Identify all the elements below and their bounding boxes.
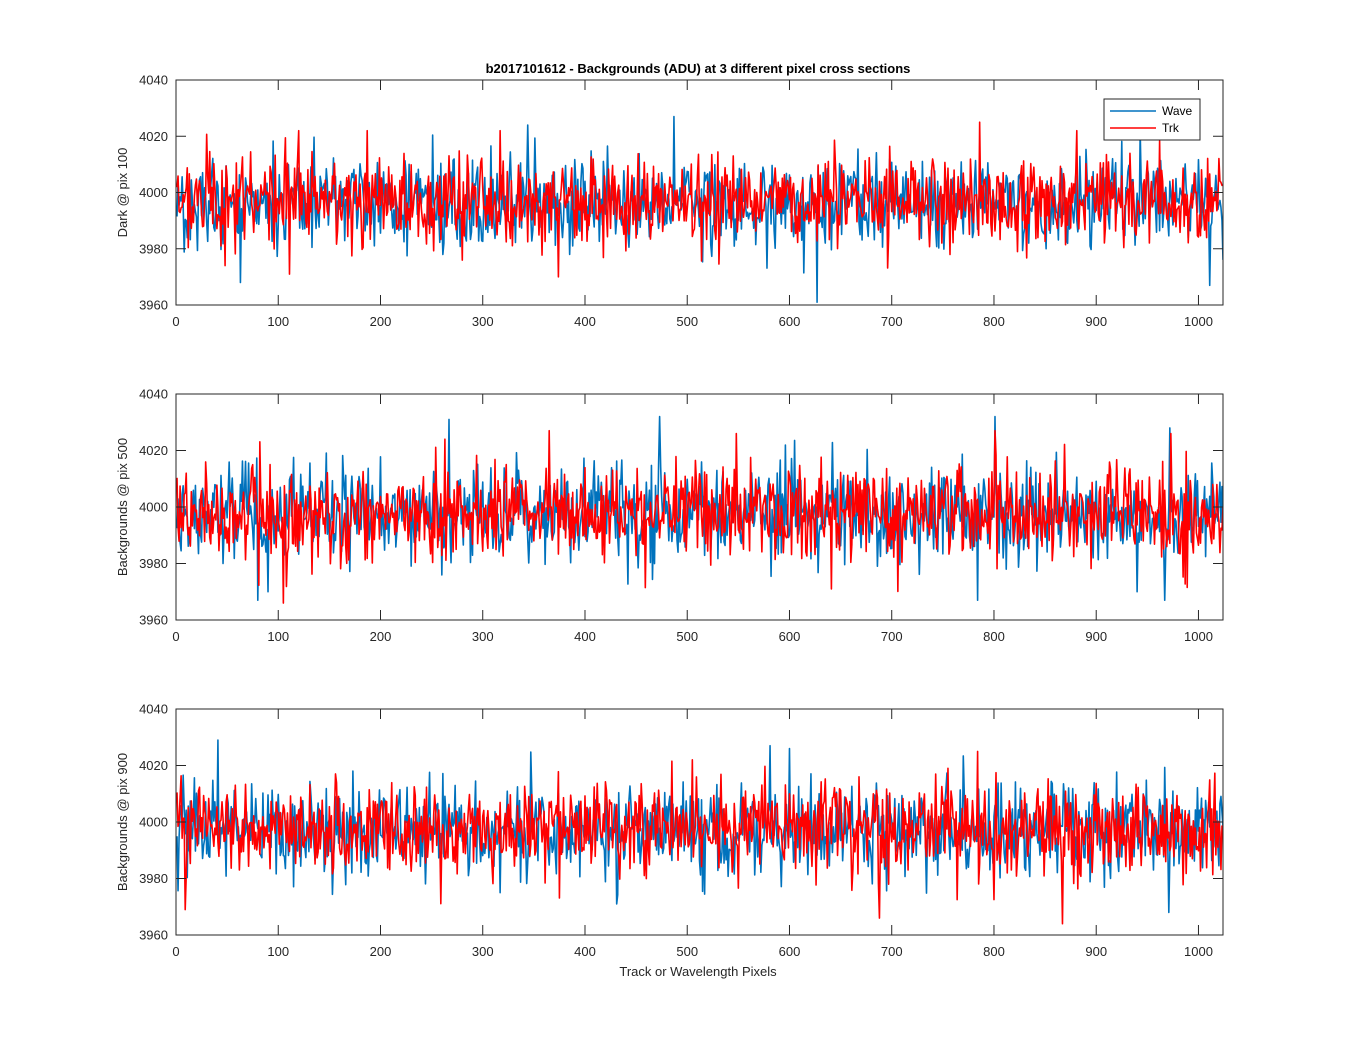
series-line-wave [176, 415, 1223, 602]
series-line-trk [176, 750, 1223, 925]
y-tick-label: 3980 [139, 871, 168, 886]
subplot-1: 0 100 200 300 400 500 600 700 800 900 1000 3960 3980… [115, 73, 1224, 329]
x-tick-label: 500 [676, 314, 698, 329]
x-tick-label: 500 [676, 629, 698, 644]
y-tick-label: 4000 [139, 185, 168, 200]
y-tick-label: 4020 [139, 443, 168, 458]
y-tick-label: 4020 [139, 129, 168, 144]
y-tick-label: 4000 [139, 500, 168, 515]
legend-label-trk: Trk [1162, 121, 1180, 135]
x-tick-label: 600 [779, 314, 801, 329]
series-group [176, 739, 1223, 925]
x-tick-label: 0 [172, 944, 179, 959]
x-tick-label: 0 [172, 629, 179, 644]
legend-box [1103, 98, 1201, 141]
x-tick-label: 1000 [1184, 314, 1213, 329]
x-tick-label: 200 [370, 944, 392, 959]
x-tick-label: 1000 [1184, 944, 1213, 959]
x-tick-label: 700 [881, 944, 903, 959]
y-tick-label: 4040 [139, 702, 168, 717]
x-tick-label: 400 [574, 944, 596, 959]
y-tick-label: 3980 [139, 241, 168, 256]
x-axis-label: Track or Wavelength Pixels [619, 964, 777, 979]
x-tick-label: 100 [267, 314, 289, 329]
x-tick-label: 800 [983, 629, 1005, 644]
x-tick-label: 300 [472, 944, 494, 959]
y-axis-label: Backgrounds @ pix 900 [115, 753, 130, 891]
x-tick-label: 200 [370, 629, 392, 644]
y-tick-label: 4000 [139, 815, 168, 830]
series-line-trk [176, 429, 1223, 604]
x-tick-label: 700 [881, 314, 903, 329]
y-tick-label: 4040 [139, 73, 168, 88]
x-tick-label: 600 [779, 629, 801, 644]
y-tick-label: 3960 [139, 928, 168, 943]
y-tick-label: 4040 [139, 387, 168, 402]
subplot-3: 0 100 200 300 400 500 600 700 800 900 1000 3960 3980… [115, 702, 1224, 959]
subplot-2: 0 100 200 300 400 500 600 700 800 900 1000 3960 3980… [115, 387, 1224, 644]
chart-title: b2017101612 - Backgrounds (ADU) at 3 dif… [486, 61, 911, 76]
x-tick-label: 900 [1085, 314, 1107, 329]
y-tick-label: 4020 [139, 758, 168, 773]
x-tick-label: 400 [574, 314, 596, 329]
x-tick-label: 0 [172, 314, 179, 329]
x-tick-label: 1000 [1184, 629, 1213, 644]
y-tick-label: 3980 [139, 556, 168, 571]
legend-label-wave: Wave [1162, 104, 1193, 118]
x-tick-label: 800 [983, 314, 1005, 329]
y-tick-label: 3960 [139, 613, 168, 628]
x-tick-label: 200 [370, 314, 392, 329]
x-tick-label: 100 [267, 629, 289, 644]
legend: Wave Trk [1103, 98, 1201, 141]
y-axis-label: Backgrounds @ pix 500 [115, 438, 130, 576]
x-tick-label: 800 [983, 944, 1005, 959]
x-tick-label: 600 [779, 944, 801, 959]
series-group [176, 115, 1223, 303]
y-axis-label: Dark @ pix 100 [115, 148, 130, 238]
x-tick-label: 900 [1085, 944, 1107, 959]
series-line-trk [176, 121, 1223, 278]
x-tick-label: 700 [881, 629, 903, 644]
x-tick-label: 100 [267, 944, 289, 959]
x-tick-label: 300 [472, 629, 494, 644]
x-tick-label: 900 [1085, 629, 1107, 644]
x-tick-label: 400 [574, 629, 596, 644]
series-group [176, 415, 1223, 604]
y-tick-label: 3960 [139, 298, 168, 313]
x-tick-label: 300 [472, 314, 494, 329]
x-tick-label: 500 [676, 944, 698, 959]
subplots: 0 100 200 300 400 500 600 700 800 900 100039603980… [115, 73, 1224, 959]
